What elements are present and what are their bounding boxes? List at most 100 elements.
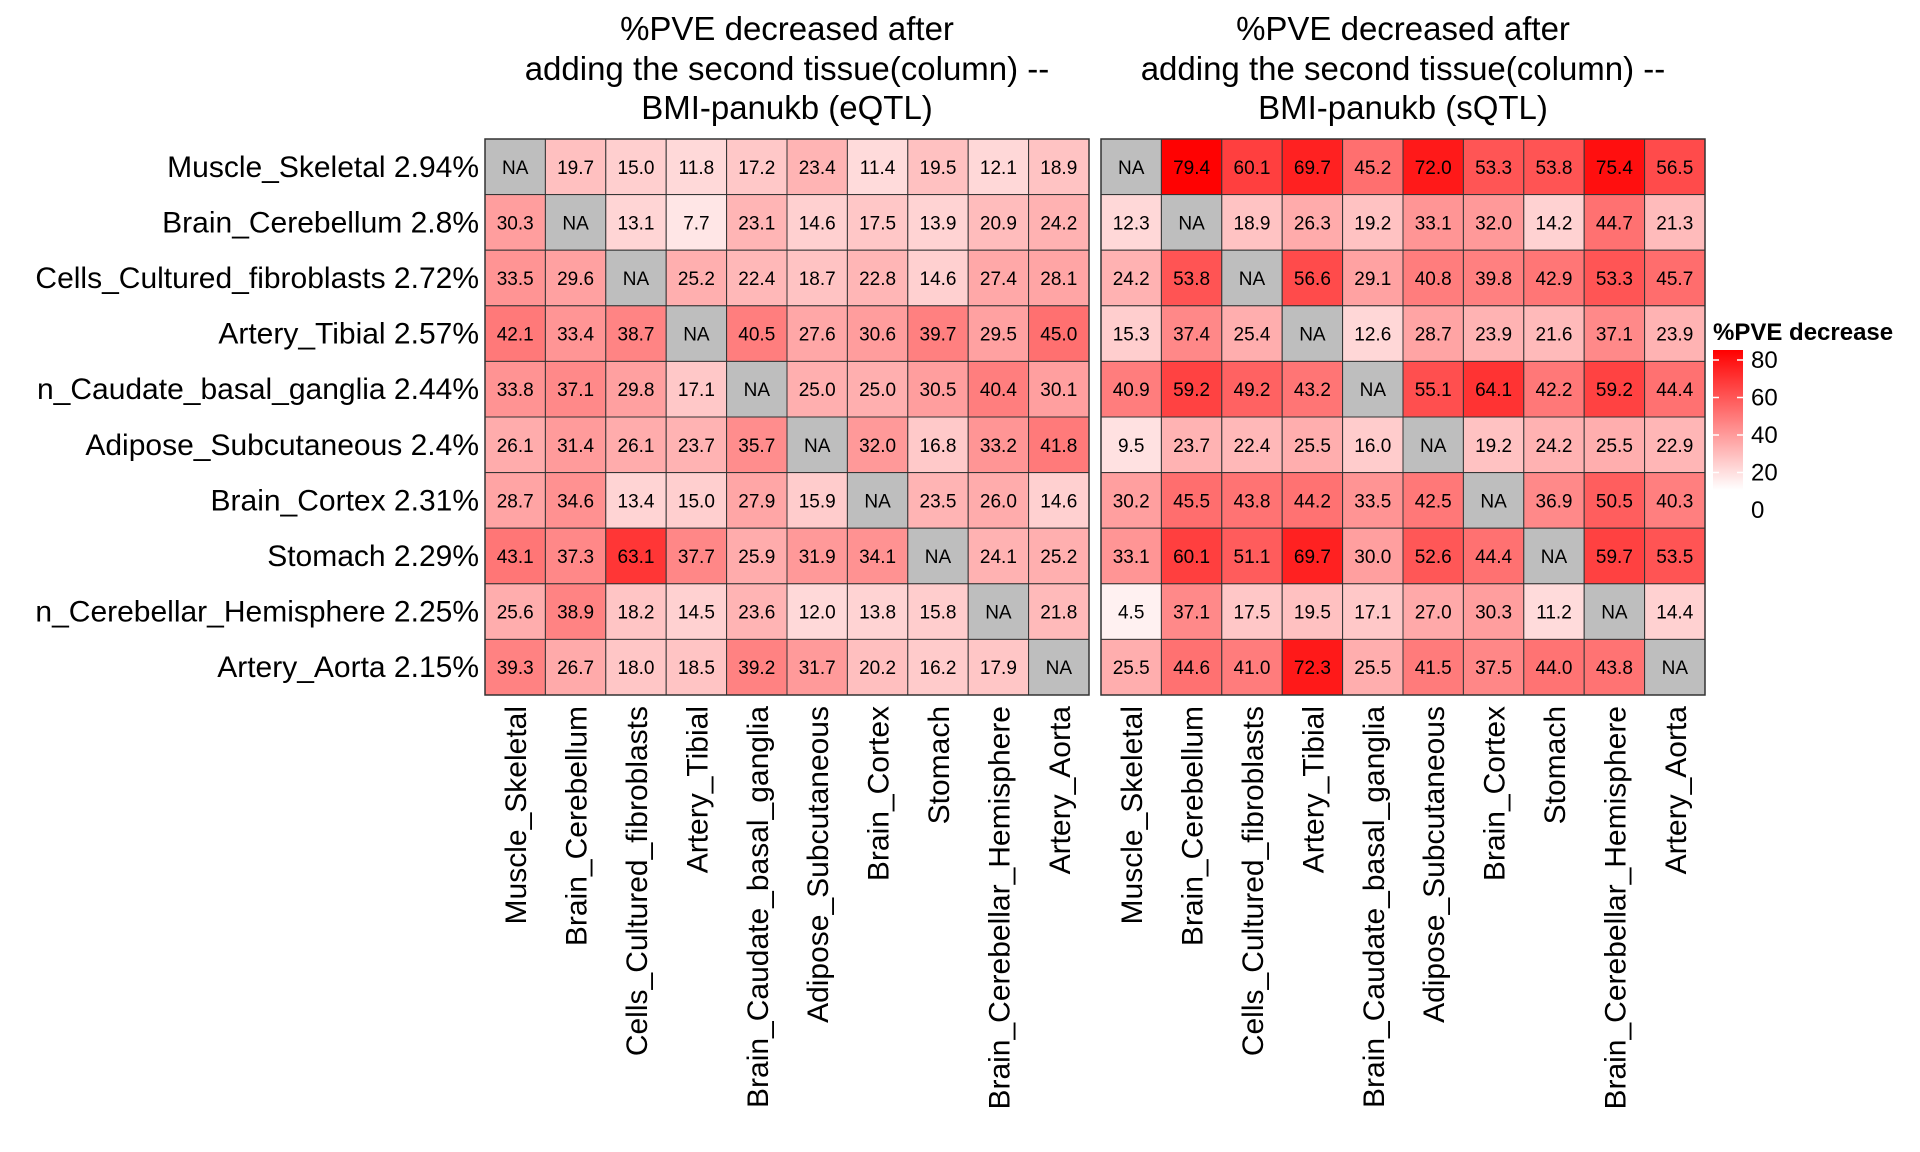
column-label: Artery_Aorta: [1044, 706, 1077, 875]
heatmap-cell: [605, 527, 667, 585]
cell-value-label: 33.5: [1354, 491, 1391, 512]
cell-value-label: 17.1: [1354, 603, 1391, 624]
heatmap-cell: [1100, 194, 1162, 251]
column-label: Artery_Aorta: [1660, 706, 1693, 875]
heatmap-cell: [1221, 305, 1283, 362]
panel-border: [1100, 138, 1706, 696]
heatmap-cell: [1160, 360, 1223, 418]
cell-value-label: 43.8: [1596, 658, 1633, 679]
cell-value-label: 28.1: [1040, 269, 1077, 290]
cell-value-label: 60.1: [1234, 158, 1271, 179]
heatmap-cell: [1583, 472, 1646, 529]
cell-na-label: NA: [985, 603, 1012, 624]
cell-na-label: NA: [1662, 658, 1689, 679]
cell-value-label: 37.7: [678, 547, 715, 568]
cell-value-label: 14.4: [1656, 603, 1693, 624]
cell-value-label: 37.5: [1475, 658, 1512, 679]
heatmap-cell: [726, 527, 788, 585]
heatmap-cell: [1402, 194, 1464, 251]
cell-value-label: 45.0: [1040, 325, 1077, 346]
cell-value-label: 13.9: [920, 213, 957, 234]
heatmap-cell: [846, 249, 909, 307]
heatmap-cell-na: [544, 194, 607, 251]
panel-title-line: %PVE decreased after: [1236, 10, 1570, 47]
heatmap-cell: [1342, 472, 1404, 529]
cell-value-label: 26.7: [557, 658, 594, 679]
cell-value-label: 36.9: [1536, 491, 1573, 512]
cell-value-label: 12.6: [1354, 325, 1391, 346]
cell-na-label: NA: [502, 158, 529, 179]
heatmap-cell: [544, 249, 607, 307]
cell-value-label: 25.0: [799, 380, 836, 401]
cell-value-label: 21.3: [1656, 213, 1693, 234]
heatmap-cell: [1462, 583, 1525, 640]
heatmap-cell: [846, 583, 909, 640]
cell-value-label: 25.5: [1113, 658, 1150, 679]
cell-value-label: 44.4: [1475, 547, 1512, 568]
cell-value-label: 27.6: [799, 325, 836, 346]
cell-value-label: 37.4: [1173, 325, 1210, 346]
heatmap-cell: [1342, 638, 1404, 696]
heatmap-cell: [1281, 249, 1344, 307]
color-legend: %PVE decrease 0 20 40 60 80: [1713, 319, 1893, 524]
heatmap-cell: [726, 638, 788, 696]
heatmap-cell: [1221, 360, 1283, 418]
legend-tick-label: 80: [1751, 347, 1778, 374]
heatmap-cell: [1281, 638, 1344, 696]
cell-value-label: 14.6: [920, 269, 957, 290]
heatmap-cell: [1583, 416, 1646, 474]
cell-value-label: 39.2: [738, 658, 775, 679]
heatmap-cell: [1221, 138, 1283, 196]
cell-value-label: 27.4: [980, 269, 1017, 290]
cell-value-label: 45.5: [1173, 491, 1210, 512]
cell-na-label: NA: [864, 491, 891, 512]
column-label: Brain_Cortex: [1479, 706, 1512, 881]
cell-na-label: NA: [1178, 213, 1205, 234]
cell-na-label: NA: [1360, 380, 1387, 401]
column-label: Brain_Caudate_basal_ganglia: [742, 706, 775, 1108]
heatmap-cell: [1402, 305, 1464, 362]
heatmap-cell: [907, 194, 969, 251]
heatmap-cell: [907, 138, 969, 196]
cell-value-label: 21.6: [1536, 325, 1573, 346]
heatmap-cell: [1644, 583, 1706, 640]
row-label: Adipose_Subcutaneous 2.4%: [85, 429, 479, 462]
cell-value-label: 15.0: [618, 158, 655, 179]
cell-value-label: 44.2: [1294, 491, 1331, 512]
heatmap-cell-na: [1028, 638, 1090, 696]
heatmap-cell: [846, 527, 909, 585]
heatmap-cell: [967, 472, 1030, 529]
column-label: Brain_Caudate_basal_ganglia: [1358, 706, 1391, 1108]
cell-value-label: 33.8: [497, 380, 534, 401]
cell-value-label: 18.5: [678, 658, 715, 679]
row-label: Brain_Cortex 2.31%: [211, 484, 479, 517]
heatmap-cell: [1342, 194, 1404, 251]
heatmap-cell: [484, 472, 546, 529]
heatmap-cell: [1644, 360, 1706, 418]
cell-value-label: 30.5: [920, 380, 957, 401]
cell-value-label: 64.1: [1475, 380, 1512, 401]
column-label: Brain_Cortex: [863, 706, 896, 881]
cell-value-label: 39.7: [920, 325, 957, 346]
cell-value-label: 23.5: [920, 491, 957, 512]
heatmap-cell: [484, 638, 546, 696]
heatmap-cell: [1462, 416, 1525, 474]
cell-value-label: 23.9: [1475, 325, 1512, 346]
heatmap-cell: [665, 583, 728, 640]
cell-value-label: 9.5: [1118, 436, 1144, 457]
heatmap-cell: [544, 360, 607, 418]
cell-value-label: 32.0: [859, 436, 896, 457]
cell-value-label: 45.7: [1656, 269, 1693, 290]
heatmap-cell-na: [726, 360, 788, 418]
row-label: Artery_Tibial 2.57%: [218, 318, 479, 351]
cell-na-label: NA: [623, 269, 650, 290]
cell-value-label: 29.6: [557, 269, 594, 290]
cell-value-label: 26.1: [497, 436, 534, 457]
heatmap-cell: [786, 472, 848, 529]
row-label: Brain_Cerebellum 2.8%: [162, 206, 479, 239]
heatmap-cell: [1583, 638, 1646, 696]
column-label: Cells_Cultured_fibroblasts: [621, 706, 654, 1056]
cell-value-label: 25.2: [1040, 547, 1077, 568]
heatmap-cell: [1281, 194, 1344, 251]
cell-value-label: 33.1: [1113, 547, 1150, 568]
